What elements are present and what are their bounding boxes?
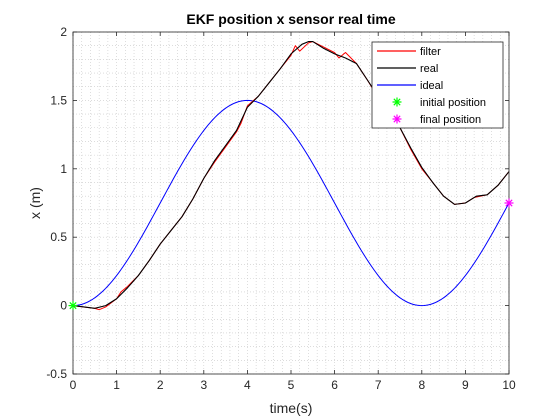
legend-marker-stroke <box>393 98 401 106</box>
y-tick-label: 0.5 <box>50 230 67 244</box>
marker-initial-position <box>68 301 78 311</box>
chart-title: EKF position x sensor real time <box>186 11 395 27</box>
y-tick-label: -0.5 <box>46 367 67 381</box>
x-tick-label: 8 <box>418 378 425 392</box>
y-axis-label: x (m) <box>27 187 43 219</box>
x-tick-label: 10 <box>502 378 516 392</box>
x-tick-label: 6 <box>331 378 338 392</box>
legend-item-initial-position: initial position <box>392 97 486 109</box>
x-tick-label: 2 <box>157 378 164 392</box>
y-tick-label: 0 <box>60 299 67 313</box>
legend-item-real: real <box>377 63 438 75</box>
legend-marker <box>392 114 402 124</box>
series-layer <box>72 41 510 311</box>
series-line-ideal <box>72 99 510 307</box>
y-tick-label: 2 <box>60 25 67 39</box>
legend: filter real ideal initial position final pos… <box>371 41 504 129</box>
legend-label: initial position <box>420 97 486 109</box>
legend-label: filter <box>420 46 441 58</box>
x-tick-label: 5 <box>288 378 295 392</box>
legend-label: real <box>420 63 438 75</box>
x-axis-label: time(s) <box>270 400 313 416</box>
legend-label: ideal <box>420 80 443 92</box>
legend-item-filter: filter <box>377 46 441 58</box>
x-tick-label: 9 <box>462 378 469 392</box>
marker-initial-position-stroke <box>69 301 77 310</box>
marker-final-position <box>504 198 514 208</box>
y-tick-label: 1.5 <box>50 93 67 107</box>
legend-item-final-position: final position <box>392 114 481 126</box>
markers-layer <box>68 198 514 311</box>
x-tick-label: 4 <box>244 378 251 392</box>
marker-final-position-stroke <box>505 199 513 207</box>
x-tick-label: 7 <box>375 378 382 392</box>
ticks: 0 1 2 3 4 5 6 7 8 9 10-0.500.511.52 <box>46 25 516 392</box>
legend-marker <box>392 97 402 107</box>
y-tick-label: 1 <box>60 162 67 176</box>
x-tick-label: 0 <box>70 378 77 392</box>
x-tick-label: 1 <box>113 378 120 392</box>
legend-marker-stroke <box>393 115 401 123</box>
legend-label: final position <box>420 114 481 126</box>
series-line-real <box>72 41 510 309</box>
x-tick-label: 3 <box>200 378 207 392</box>
legend-item-ideal: ideal <box>377 80 443 92</box>
